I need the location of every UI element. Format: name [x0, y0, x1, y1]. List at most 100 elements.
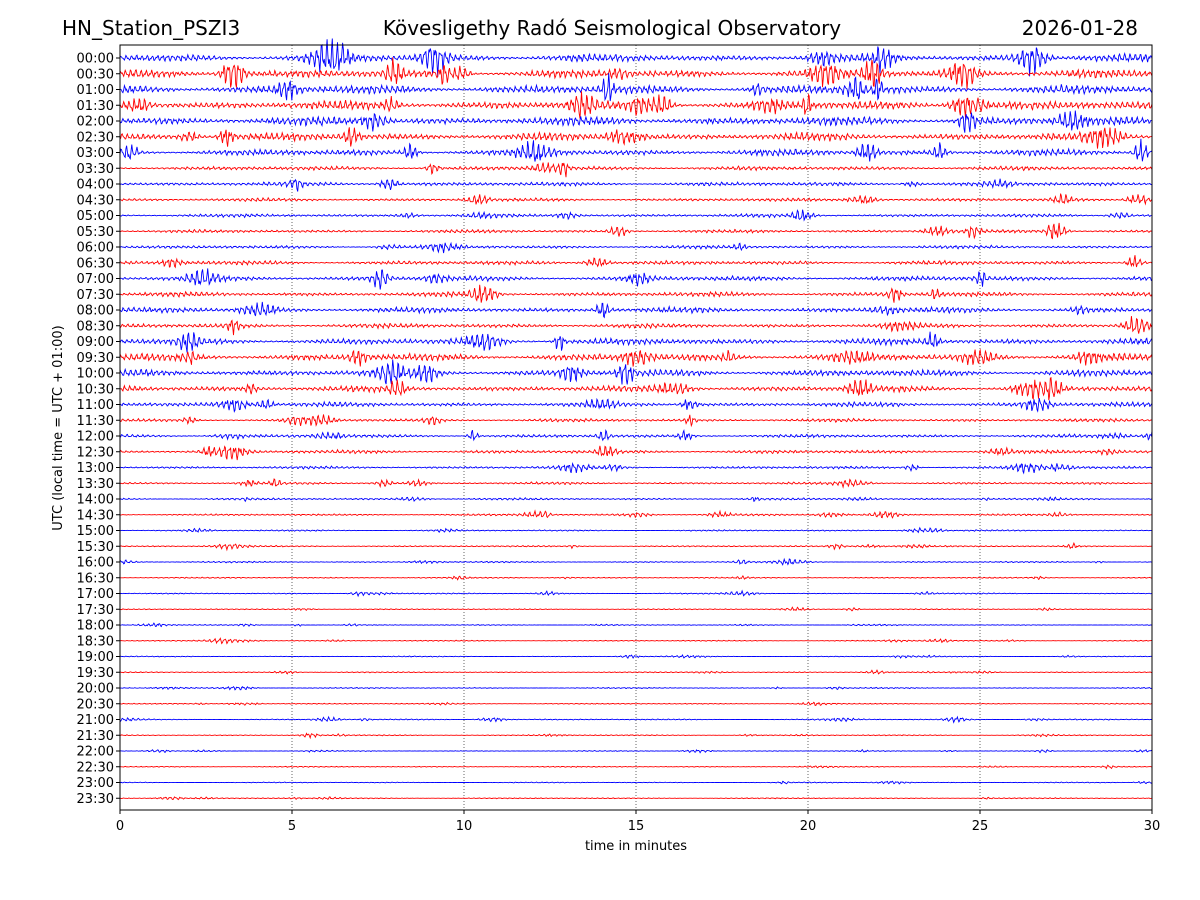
y-tick-label: 17:00 — [77, 587, 114, 602]
trace-1100 — [119, 397, 1153, 413]
trace-0400 — [119, 178, 1153, 192]
y-tick-label: 11:00 — [77, 398, 114, 413]
trace-0000 — [119, 38, 1153, 77]
y-axis-label: UTC (local time = UTC + 01:00) — [51, 325, 66, 530]
trace-0530 — [119, 222, 1153, 240]
y-tick-label: 19:00 — [77, 650, 114, 665]
trace-2230 — [119, 764, 1153, 770]
y-tick-label: 05:00 — [77, 209, 114, 224]
trace-0800 — [119, 301, 1153, 319]
y-tick-labels: 00:0000:3001:0001:3002:0002:3003:0003:30… — [77, 52, 120, 807]
y-tick-label: 05:30 — [77, 225, 114, 240]
y-tick-label: 04:00 — [77, 178, 114, 193]
trace-1600 — [119, 557, 1153, 566]
trace-1700 — [120, 589, 1153, 598]
trace-1130 — [119, 414, 1153, 428]
trace-0330 — [119, 162, 1153, 178]
trace-2100 — [119, 715, 1153, 724]
y-tick-label: 10:00 — [77, 367, 114, 382]
trace-2000 — [119, 685, 1153, 691]
x-tick-label: 5 — [288, 819, 296, 834]
y-tick-label: 02:30 — [77, 130, 114, 145]
trace-1330 — [119, 478, 1153, 489]
y-tick-label: 03:00 — [77, 146, 114, 161]
y-tick-label: 16:30 — [77, 571, 114, 586]
y-tick-label: 08:00 — [77, 304, 114, 319]
y-tick-label: 14:00 — [77, 493, 114, 508]
y-tick-label: 13:00 — [77, 461, 114, 476]
y-tick-label: 10:30 — [77, 382, 114, 397]
y-tick-label: 19:30 — [77, 666, 114, 681]
trace-1900 — [119, 654, 1153, 659]
y-tick-label: 08:30 — [77, 319, 114, 334]
trace-1430 — [119, 509, 1153, 519]
trace-1500 — [119, 526, 1153, 534]
trace-2200 — [119, 749, 1153, 754]
x-tick-label: 20 — [800, 819, 817, 834]
y-tick-label: 01:00 — [77, 83, 114, 98]
y-tick-label: 01:30 — [77, 99, 114, 114]
y-tick-label: 18:00 — [77, 619, 114, 634]
y-tick-label: 13:30 — [77, 477, 114, 492]
trace-0300 — [119, 138, 1153, 162]
y-tick-label: 03:30 — [77, 162, 114, 177]
traces — [119, 38, 1153, 801]
trace-1030 — [119, 377, 1153, 401]
y-tick-label: 23:30 — [77, 792, 114, 807]
y-tick-label: 22:00 — [77, 745, 114, 760]
trace-1200 — [119, 429, 1153, 442]
station-label: HN_Station_PSZI3 — [62, 16, 240, 40]
y-tick-label: 04:30 — [77, 193, 114, 208]
y-tick-label: 14:30 — [77, 508, 114, 523]
y-tick-label: 16:00 — [77, 556, 114, 571]
trace-1630 — [119, 574, 1152, 581]
y-tick-label: 06:00 — [77, 241, 114, 256]
trace-2330 — [120, 796, 1153, 801]
trace-1830 — [119, 637, 1152, 645]
plot-frame — [119, 44, 1153, 811]
trace-0130 — [119, 91, 1153, 119]
gridlines — [291, 45, 981, 810]
trace-0500 — [119, 209, 1153, 222]
y-tick-label: 18:30 — [77, 634, 114, 649]
trace-1000 — [119, 359, 1153, 385]
x-tick-label: 0 — [116, 819, 124, 834]
date-label: 2026-01-28 — [1022, 16, 1138, 40]
y-tick-label: 02:00 — [77, 115, 114, 130]
trace-0430 — [119, 193, 1153, 206]
y-tick-label: 15:30 — [77, 540, 114, 555]
trace-1730 — [119, 606, 1152, 612]
y-tick-label: 07:30 — [77, 288, 114, 303]
y-tick-label: 00:30 — [77, 67, 114, 82]
trace-0600 — [119, 241, 1152, 254]
x-axis-label: time in minutes — [585, 839, 687, 854]
y-tick-label: 09:30 — [77, 351, 114, 366]
trace-0200 — [119, 110, 1153, 133]
y-tick-label: 07:00 — [77, 272, 114, 287]
y-tick-label: 22:30 — [77, 760, 114, 775]
trace-1530 — [119, 541, 1152, 552]
trace-1230 — [119, 445, 1153, 461]
trace-1930 — [119, 669, 1152, 675]
trace-0100 — [119, 73, 1153, 102]
trace-0700 — [119, 268, 1153, 290]
trace-0630 — [119, 255, 1153, 269]
trace-0830 — [119, 316, 1153, 336]
trace-1400 — [119, 496, 1153, 503]
trace-0730 — [119, 284, 1153, 303]
trace-2030 — [120, 701, 1152, 706]
trace-0230 — [119, 127, 1153, 149]
trace-2300 — [119, 780, 1153, 785]
trace-1300 — [119, 461, 1153, 475]
y-tick-label: 20:30 — [77, 697, 114, 712]
y-tick-label: 09:00 — [77, 335, 114, 350]
x-tick-label: 25 — [972, 819, 989, 834]
y-tick-label: 12:30 — [77, 445, 114, 460]
trace-1800 — [119, 622, 1153, 628]
x-ticks: 0 5 10 15 20 25 30 — [116, 810, 1160, 834]
y-tick-label: 12:00 — [77, 430, 114, 445]
y-tick-label: 00:00 — [77, 52, 114, 67]
y-tick-label: 21:00 — [77, 713, 114, 728]
trace-2130 — [119, 732, 1153, 740]
